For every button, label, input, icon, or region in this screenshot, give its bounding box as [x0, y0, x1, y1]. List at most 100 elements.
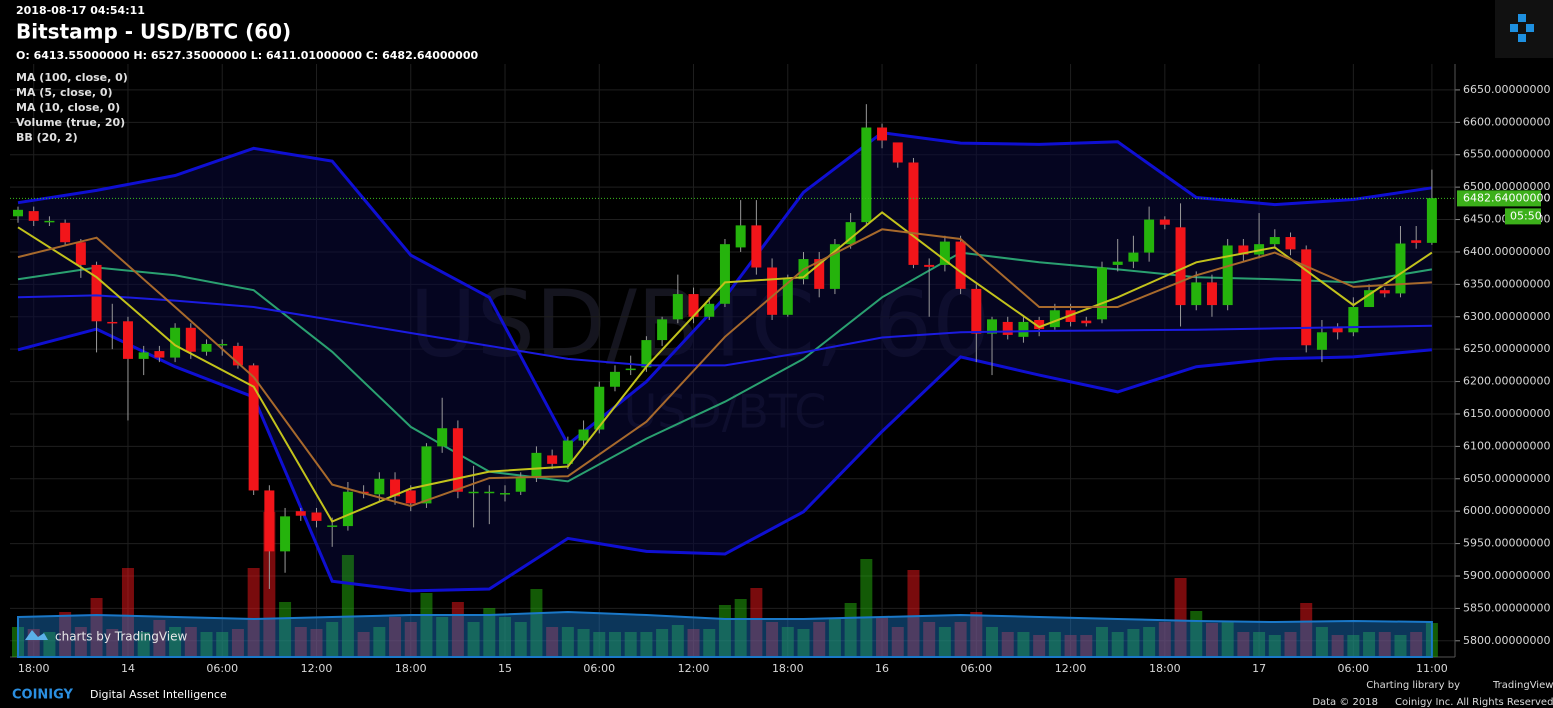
logo-square	[1526, 24, 1534, 32]
candle-body	[908, 162, 919, 265]
legend-entry: MA (10, close, 0)	[16, 101, 120, 114]
candle-body	[1426, 198, 1437, 243]
volume-bar	[1268, 635, 1281, 657]
candle-body	[1348, 307, 1359, 333]
x-tick-label: 18:00	[395, 662, 427, 675]
candle-body	[531, 452, 542, 477]
candle-body	[154, 351, 165, 358]
x-tick-label: 14	[121, 662, 135, 675]
x-tick-label: 17	[1252, 662, 1266, 675]
volume-bar	[813, 622, 826, 657]
volume-bar	[420, 593, 433, 657]
volume-bar	[90, 598, 103, 657]
timestamp: 2018-08-17 04:54:11	[16, 4, 145, 17]
volume-bar	[703, 629, 716, 657]
candle-body	[1034, 319, 1045, 330]
volume-bar	[1017, 632, 1030, 657]
y-tick-label: 6350.00000000	[1463, 277, 1550, 290]
volume-bar	[766, 622, 779, 657]
candle-body	[138, 352, 149, 359]
candle-body	[971, 288, 982, 334]
candle-body	[641, 340, 652, 368]
volume-bar	[1205, 623, 1218, 657]
logo-square	[1518, 14, 1526, 22]
bb-fill	[18, 132, 1432, 591]
volume-bar	[373, 627, 386, 657]
candle-body	[704, 303, 715, 317]
volume-bar	[1048, 632, 1061, 657]
tv-logo	[25, 630, 48, 640]
candle-body	[594, 386, 605, 430]
candle-body	[1002, 321, 1013, 335]
candle-body	[1191, 282, 1202, 306]
countdown: 05:50	[1510, 209, 1542, 222]
volume-bar	[389, 617, 402, 657]
candle-body	[452, 428, 463, 492]
candle-body	[390, 479, 401, 497]
legend-entry: MA (100, close, 0)	[16, 71, 128, 84]
volume-bar	[844, 603, 857, 657]
y-tick-label: 5800.00000000	[1463, 634, 1550, 647]
footer-brand: COINIGY	[12, 688, 74, 703]
volume-bar	[436, 617, 449, 657]
candle-body	[1285, 237, 1296, 250]
volume-bar	[294, 627, 307, 657]
candle-body	[1112, 261, 1123, 265]
volume-bar	[1033, 635, 1046, 657]
x-tick-label: 06:00	[583, 662, 615, 675]
candle-body	[170, 327, 181, 358]
volume-bar	[797, 629, 810, 657]
candle-body	[939, 241, 950, 265]
volume-bar	[514, 622, 527, 657]
candle-body	[547, 455, 558, 464]
volume-bar	[781, 627, 794, 657]
candle-body	[248, 365, 259, 491]
volume-bar	[137, 632, 150, 657]
x-tick-label: 15	[498, 662, 512, 675]
candle-body	[1159, 219, 1170, 225]
volume-bar	[938, 627, 951, 657]
candle-body	[327, 525, 338, 527]
candle-body	[861, 127, 872, 223]
volume-bar	[1080, 635, 1093, 657]
x-tick-label: 12:00	[301, 662, 333, 675]
logo-square	[1518, 34, 1526, 42]
volume-bar	[1410, 632, 1423, 657]
y-tick-label: 6500.00000000	[1463, 180, 1550, 193]
volume-bar	[954, 622, 967, 657]
volume-bar	[153, 620, 166, 657]
candle-body	[719, 244, 730, 304]
chart-title: Bitstamp - USD/BTC (60)	[16, 20, 291, 44]
candle-body	[562, 440, 573, 464]
y-tick-label: 5900.00000000	[1463, 569, 1550, 582]
volume-bar	[1253, 632, 1266, 657]
volume-bar	[970, 612, 983, 657]
volume-bar	[404, 622, 417, 657]
volume-bar	[1095, 627, 1108, 657]
candle-body	[955, 241, 966, 289]
volume-bar	[1237, 632, 1250, 657]
volume-bar	[656, 629, 669, 657]
candle-body	[1238, 245, 1249, 255]
candle-body	[468, 491, 479, 494]
y-tick-label: 6300.00000000	[1463, 310, 1550, 323]
volume-ma	[17, 610, 1433, 658]
ohlc-line: O: 6413.55000000 H: 6527.35000000 L: 641…	[16, 49, 478, 62]
candle-body	[625, 368, 636, 371]
plot: USD/BTC, 60USD/BTC5800.000000005850.0000…	[10, 64, 1550, 675]
candle-body	[1144, 219, 1155, 253]
x-tick-label: 18:00	[18, 662, 50, 675]
volume-bar	[200, 632, 213, 657]
footer-library-brand: TradingView	[1492, 680, 1553, 691]
candle-body	[987, 319, 998, 334]
candle-body	[515, 476, 526, 492]
candle-body	[1081, 320, 1092, 324]
candle-body	[782, 279, 793, 315]
volume-bar	[74, 627, 87, 657]
volume-bar	[106, 629, 119, 657]
candle-body	[1269, 237, 1280, 245]
volume-bar	[608, 632, 621, 657]
volume-bar	[1064, 635, 1077, 657]
countdown-box	[1505, 208, 1541, 225]
volume-bar	[1284, 632, 1297, 657]
